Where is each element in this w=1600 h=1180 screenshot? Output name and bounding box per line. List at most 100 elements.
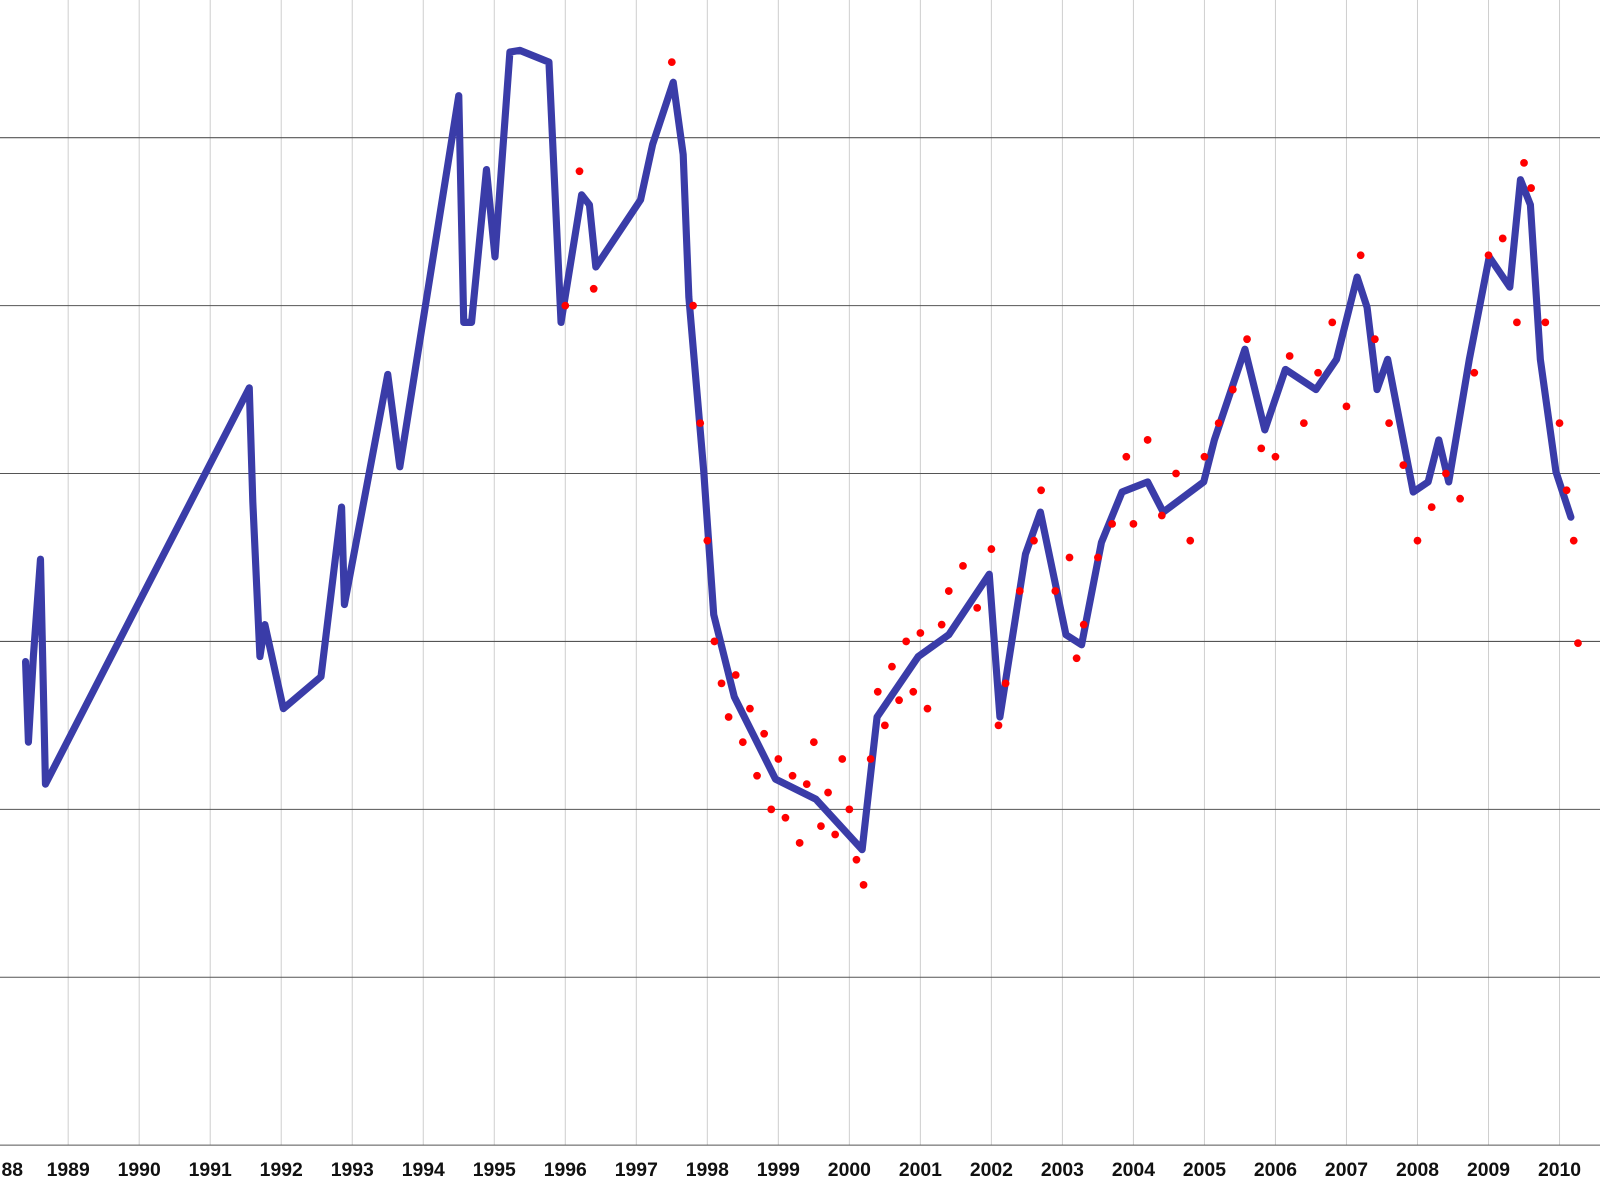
scatter-point <box>1051 587 1060 595</box>
scatter-point <box>838 755 847 763</box>
scatter-point <box>959 561 967 570</box>
scatter-point <box>710 637 719 646</box>
scatter-point <box>696 419 705 428</box>
scatter-point <box>895 696 903 705</box>
scatter-point <box>1569 536 1578 545</box>
scatter-point <box>561 301 570 310</box>
scatter-point <box>852 855 861 864</box>
scatter-point <box>1108 519 1116 528</box>
scatter-point <box>859 881 868 889</box>
scatter-point <box>873 687 882 696</box>
grid <box>0 0 1600 1146</box>
scatter-point <box>1371 335 1379 344</box>
scatter-point <box>781 813 790 822</box>
scatter-point <box>1413 536 1422 545</box>
scatter-point <box>1243 335 1251 344</box>
x-tick-label: 1990 <box>118 1159 161 1180</box>
scatter-point <box>767 805 776 814</box>
scatter-point <box>1520 158 1528 167</box>
x-tick-label: 2006 <box>1254 1159 1297 1180</box>
x-tick-label: 2002 <box>970 1159 1013 1180</box>
scatter-point <box>866 755 875 763</box>
scatter-point <box>880 721 889 730</box>
scatter-point <box>753 771 761 780</box>
x-tick-label: 1997 <box>615 1159 658 1180</box>
x-tick-label: 1992 <box>260 1159 303 1180</box>
scatter-point <box>760 729 769 738</box>
scatter-point <box>817 822 825 831</box>
scatter-point <box>667 58 676 67</box>
scatter-point <box>1314 368 1322 377</box>
x-tick-label: 2001 <box>899 1159 942 1180</box>
scatter-point <box>717 679 726 688</box>
scatter-point <box>802 780 811 789</box>
scatter-point <box>703 536 712 545</box>
line <box>21 46 1575 854</box>
scatter-point <box>1399 461 1408 470</box>
scatter-point <box>1037 486 1045 495</box>
scatter-point <box>845 805 854 814</box>
scatter-point <box>1484 251 1493 260</box>
scatter-point <box>738 738 747 747</box>
scatter-point <box>909 687 918 696</box>
scatter-point <box>1157 511 1166 520</box>
scatter-point <box>1186 536 1195 545</box>
scatter-point <box>1470 368 1479 377</box>
x-tick-label: 1989 <box>47 1159 90 1180</box>
scatter-point <box>724 713 733 721</box>
scatter-point <box>774 755 783 763</box>
scatter-point <box>1200 452 1209 461</box>
x-tick-label: 2010 <box>1538 1159 1581 1180</box>
x-tick-label: 1994 <box>402 1159 445 1180</box>
scatter-point <box>1527 184 1535 192</box>
x-tick-label: 1991 <box>189 1159 232 1180</box>
scatter-point <box>1214 419 1223 428</box>
scatter-point <box>1513 318 1521 327</box>
scatter-point <box>1285 352 1294 360</box>
scatter-point <box>1574 639 1582 648</box>
scatter-point <box>1172 469 1180 478</box>
scatter-point <box>689 301 697 310</box>
x-tick-label: 2007 <box>1325 1159 1368 1180</box>
scatter-point <box>1094 553 1102 562</box>
x-tick-label: 2003 <box>1041 1159 1084 1180</box>
scatter-point <box>795 839 804 847</box>
x-tick-label: 1995 <box>473 1159 516 1180</box>
marks <box>21 46 1582 889</box>
scatter-point <box>944 587 953 595</box>
scatter-point <box>1555 419 1564 428</box>
scatter-point <box>1498 234 1507 243</box>
scatter-point <box>1442 469 1450 478</box>
scatter-point <box>937 620 946 629</box>
x-tick-label: 2004 <box>1112 1159 1155 1180</box>
scatter-point <box>994 721 1003 730</box>
x-tick-label: 2005 <box>1183 1159 1226 1180</box>
scatter-point <box>1299 419 1308 428</box>
scatter-point <box>987 545 996 553</box>
scatter-point <box>973 603 982 612</box>
scatter-point <box>1072 654 1081 663</box>
scatter-point <box>1385 419 1393 428</box>
scatter-point <box>1271 452 1280 461</box>
scatter-point <box>1456 494 1464 503</box>
scatter-point <box>1257 444 1266 453</box>
scatter-point <box>1065 553 1074 562</box>
scatter-point <box>1122 452 1131 461</box>
scatter-point <box>824 788 832 797</box>
scatter-point <box>1079 620 1088 629</box>
scatter-point <box>1562 486 1571 495</box>
scatter-point <box>831 830 840 839</box>
scatter-point <box>1030 536 1038 545</box>
scatter-point <box>1228 385 1237 394</box>
scatter-point <box>746 704 754 713</box>
x-tick-label: 1996 <box>544 1159 587 1180</box>
scatter-point <box>809 738 818 747</box>
labels: 88 1989 1990 1991 1992 1993 1994 1995 1996 1997 19… <box>1 1159 1581 1180</box>
scatter-point <box>1001 679 1010 688</box>
scatter-point <box>1356 251 1365 260</box>
scatter-point <box>1015 587 1024 595</box>
scatter-point <box>575 167 584 176</box>
scatter-point <box>888 662 896 671</box>
